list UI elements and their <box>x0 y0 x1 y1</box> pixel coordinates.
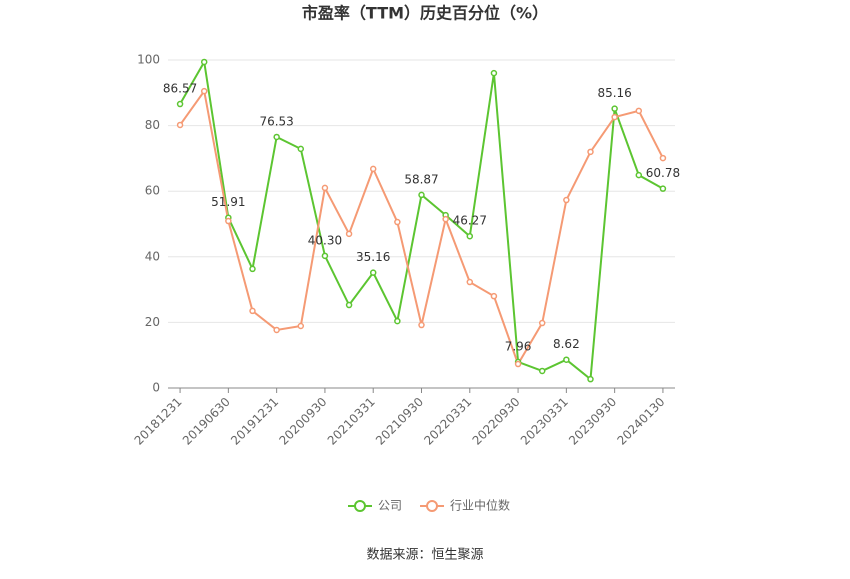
point <box>418 191 425 199</box>
data-label: 76.53 <box>259 114 293 128</box>
series-line <box>179 58 664 382</box>
data-label: 60.78 <box>646 166 680 180</box>
point <box>659 154 667 162</box>
point <box>249 265 256 273</box>
point <box>635 107 643 115</box>
x-tick-label: 20240130 <box>614 395 667 448</box>
y-tick-label: 60 <box>145 184 160 198</box>
x-tick-label: 20220930 <box>470 395 523 448</box>
y-tick-label: 100 <box>137 53 160 67</box>
point <box>490 292 498 300</box>
point <box>563 196 570 204</box>
point <box>200 58 208 66</box>
point <box>466 278 474 286</box>
data-label: 46.27 <box>453 214 487 228</box>
data-label: 8.62 <box>553 337 580 351</box>
x-tick-label: 20181231 <box>132 395 185 448</box>
legend-marker <box>354 500 366 512</box>
point <box>369 165 377 173</box>
x-tick-label: 20220331 <box>421 395 474 448</box>
point <box>345 301 353 309</box>
point <box>466 232 474 240</box>
point <box>490 69 498 77</box>
y-tick-label: 0 <box>152 381 160 395</box>
x-tick-label: 20191231 <box>228 395 281 448</box>
data-label: 86.57 <box>163 82 197 96</box>
x-tick-label: 20230331 <box>518 395 571 448</box>
point <box>611 113 618 121</box>
data-label: 85.16 <box>597 86 631 100</box>
data-label: 40.30 <box>308 233 342 247</box>
point <box>442 215 449 223</box>
data-label: 51.91 <box>211 195 245 209</box>
point <box>273 133 280 141</box>
point <box>635 171 643 179</box>
data-label: 7.96 <box>505 339 532 353</box>
point <box>563 356 570 363</box>
x-tick-label: 20210331 <box>325 395 378 448</box>
point <box>345 230 353 238</box>
x-tick-label: 20190630 <box>180 395 233 448</box>
point <box>369 269 377 276</box>
x-tick-label: 20230930 <box>566 395 619 448</box>
legend-label: 公司 <box>378 499 402 513</box>
y-tick-label: 40 <box>145 249 160 263</box>
point <box>176 100 184 108</box>
point <box>611 105 618 112</box>
point <box>249 307 256 315</box>
y-tick-label: 80 <box>145 118 160 132</box>
chart-title: 市盈率（TTM）历史百分位（%） <box>302 4 548 23</box>
legend-marker <box>426 500 439 512</box>
point <box>297 145 305 153</box>
point <box>659 185 667 192</box>
legend-item: 公司 <box>348 499 402 513</box>
point <box>394 218 401 226</box>
point <box>321 252 329 260</box>
point <box>273 326 280 334</box>
legend-item: 行业中位数 <box>420 498 510 513</box>
x-tick-label: 20210930 <box>373 395 426 448</box>
point <box>587 375 594 383</box>
point <box>514 360 522 368</box>
point <box>538 367 546 375</box>
point <box>587 148 594 156</box>
y-tick-label: 20 <box>145 315 160 329</box>
point <box>394 317 401 325</box>
point <box>297 322 305 330</box>
x-tick-label: 20200930 <box>276 395 329 448</box>
data-label: 58.87 <box>404 172 438 186</box>
source-note: 数据来源：恒生聚源 <box>366 548 483 563</box>
legend-label: 行业中位数 <box>450 498 510 513</box>
point <box>321 184 329 192</box>
point <box>418 321 425 329</box>
point <box>200 87 208 95</box>
point <box>225 217 232 225</box>
point <box>538 319 546 327</box>
data-label: 35.16 <box>356 250 390 264</box>
point <box>176 121 184 129</box>
